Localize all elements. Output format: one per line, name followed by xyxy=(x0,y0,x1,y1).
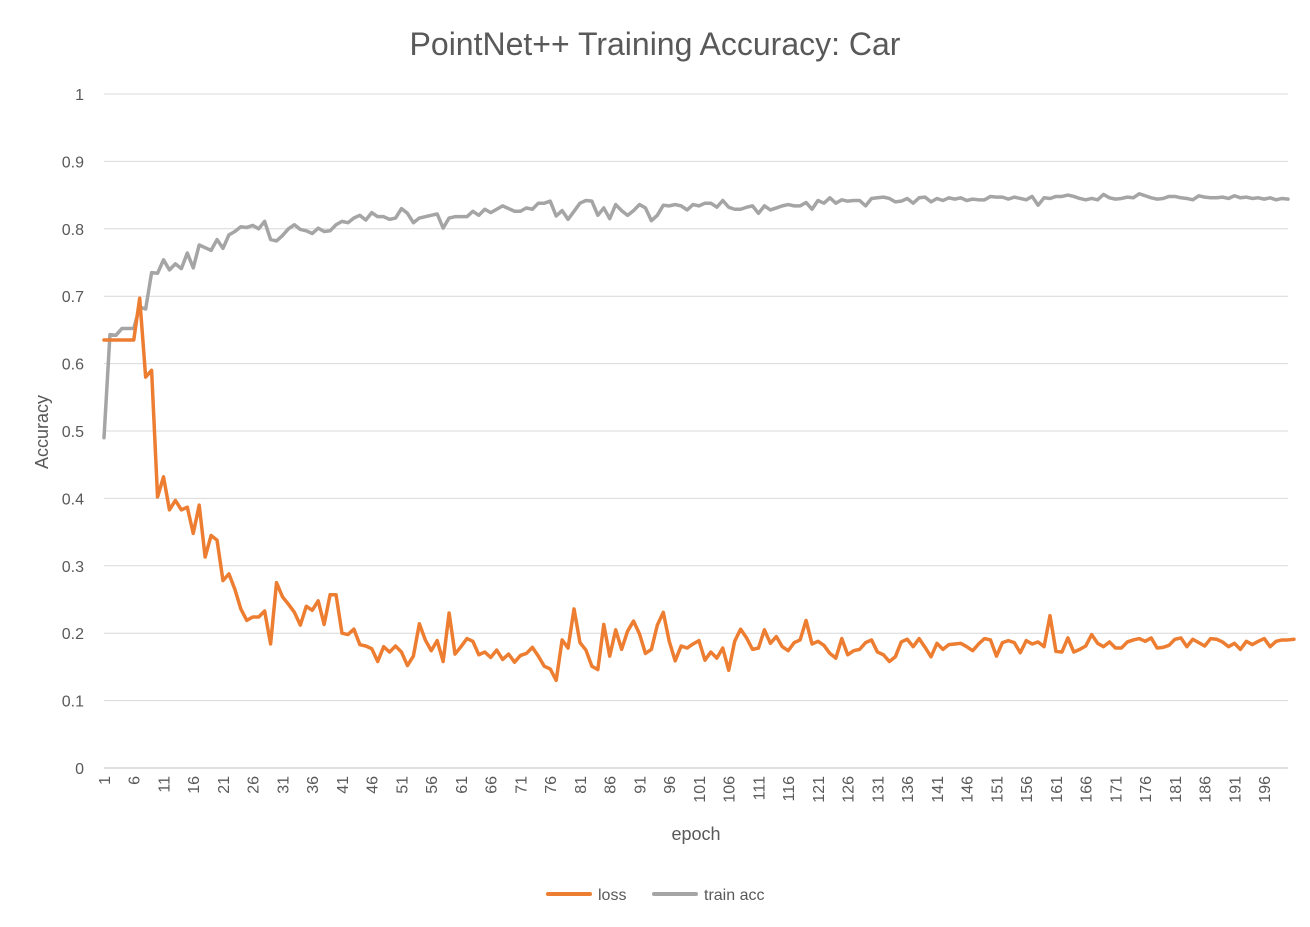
x-axis-label: epoch xyxy=(671,824,720,844)
y-tick-label: 0.3 xyxy=(62,559,84,576)
legend: loss train acc xyxy=(546,887,764,904)
x-tick-label: 26 xyxy=(246,776,263,794)
y-tick-label: 0.1 xyxy=(62,694,84,711)
x-tick-label: 16 xyxy=(186,776,203,794)
y-tick-label: 0.2 xyxy=(62,626,84,643)
x-tick-label: 41 xyxy=(335,776,352,794)
y-tick-label: 0.8 xyxy=(62,222,84,239)
x-tick-label: 6 xyxy=(127,776,144,785)
x-tick-label: 181 xyxy=(1168,776,1185,803)
x-tick-label: 36 xyxy=(305,776,322,794)
x-tick-label: 146 xyxy=(960,776,977,803)
y-tick-label: 0.6 xyxy=(62,357,84,374)
x-tick-label: 161 xyxy=(1049,776,1066,803)
x-tick-label: 1 xyxy=(97,776,114,785)
x-tick-label: 141 xyxy=(930,776,947,803)
x-tick-label: 156 xyxy=(1019,776,1036,803)
x-tick-label: 96 xyxy=(662,776,679,794)
x-tick-label: 11 xyxy=(156,776,173,793)
x-axis-tick-labels: 1 6 11 16 21 26 31 36 41 46 51 56 61 66 71 76 81 86 91 96 10… xyxy=(97,776,1274,803)
y-axis-label: Accuracy xyxy=(32,395,52,469)
x-tick-label: 61 xyxy=(454,776,471,794)
x-tick-label: 176 xyxy=(1138,776,1155,803)
x-tick-label: 166 xyxy=(1079,776,1096,803)
x-tick-label: 121 xyxy=(811,776,828,803)
x-tick-label: 66 xyxy=(484,776,501,794)
x-tick-label: 191 xyxy=(1227,776,1244,803)
x-tick-label: 151 xyxy=(989,776,1006,803)
y-tick-label: 0.4 xyxy=(62,491,84,508)
x-tick-label: 186 xyxy=(1198,776,1215,803)
x-tick-label: 81 xyxy=(573,776,590,794)
series-lines xyxy=(102,192,1296,683)
legend-label-loss: loss xyxy=(598,887,626,904)
y-tick-label: 1 xyxy=(75,87,84,104)
x-tick-label: 101 xyxy=(692,776,709,803)
x-tick-label: 21 xyxy=(216,776,233,794)
y-tick-label: 0.9 xyxy=(62,154,84,171)
x-tick-label: 106 xyxy=(722,776,739,803)
x-tick-label: 56 xyxy=(424,776,441,794)
gridlines xyxy=(104,93,1288,769)
x-tick-label: 171 xyxy=(1108,776,1125,803)
chart-title: PointNet++ Training Accuracy: Car xyxy=(410,26,901,62)
x-tick-label: 131 xyxy=(870,776,887,803)
y-tick-label: 0.7 xyxy=(62,289,84,306)
x-tick-label: 46 xyxy=(365,776,382,794)
y-axis-tick-labels: 0 0.1 0.2 0.3 0.4 0.5 0.6 0.7 0.8 0.9 1 xyxy=(62,87,84,778)
x-tick-label: 196 xyxy=(1257,776,1274,803)
y-tick-label: 0 xyxy=(75,761,84,778)
x-tick-label: 126 xyxy=(841,776,858,803)
x-tick-label: 91 xyxy=(632,776,649,794)
y-tick-label: 0.5 xyxy=(62,424,84,441)
x-tick-label: 136 xyxy=(900,776,917,803)
x-tick-label: 51 xyxy=(394,776,411,794)
x-tick-label: 31 xyxy=(275,776,292,794)
x-tick-label: 111 xyxy=(751,776,768,800)
x-tick-label: 116 xyxy=(781,776,798,802)
x-tick-label: 86 xyxy=(603,776,620,794)
series-line-train-acc xyxy=(102,192,1290,440)
series-line-loss xyxy=(102,296,1296,683)
x-tick-label: 71 xyxy=(513,776,530,794)
legend-label-train-acc: train acc xyxy=(704,887,764,904)
x-tick-label: 76 xyxy=(543,776,560,794)
